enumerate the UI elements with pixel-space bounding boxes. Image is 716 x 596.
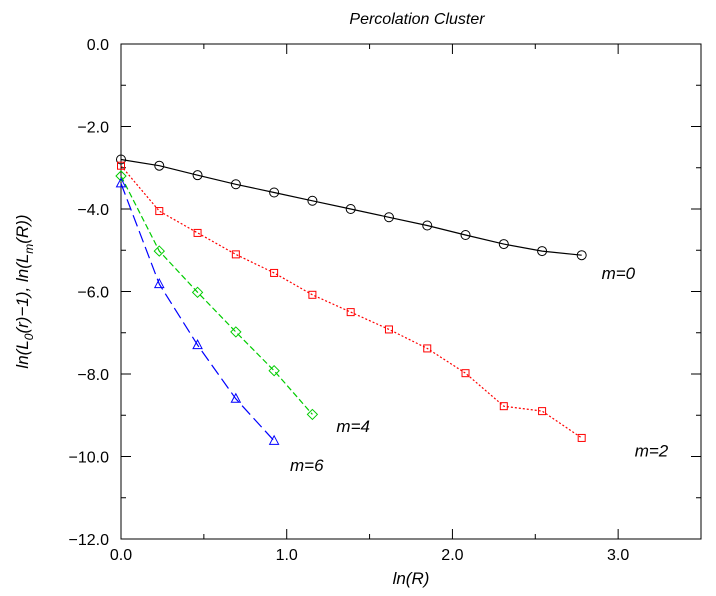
series-label: m=4 (336, 417, 370, 436)
data-point (117, 161, 125, 170)
data-point (230, 326, 242, 338)
x-tick-label: 3.0 (607, 547, 629, 564)
series-label: m=6 (290, 456, 324, 475)
series-line (120, 175, 313, 415)
data-point (270, 268, 279, 277)
series-m-6: m=6 (115, 177, 324, 475)
data-point (155, 207, 164, 216)
series-m-2: m=2 (117, 161, 669, 461)
y-axis-title: ln(L0(r)−1), ln(Lm(R)) (13, 214, 36, 368)
y-tick-label: −6.0 (77, 285, 109, 302)
chart-title: Percolation Cluster (349, 11, 485, 28)
x-tick-label: 1.0 (276, 547, 298, 564)
data-point (153, 245, 165, 257)
data-point (537, 246, 548, 257)
series-m-4: m=4 (115, 170, 370, 436)
data-point (268, 434, 280, 445)
data-point (192, 170, 203, 181)
y-tick-label: −12.0 (69, 532, 110, 549)
data-point (193, 228, 202, 237)
data-point (345, 204, 356, 214)
series-line (120, 165, 583, 439)
data-point (422, 220, 433, 231)
data-point (154, 160, 165, 171)
x-tick-label: 0.0 (110, 547, 132, 564)
series-line (120, 158, 582, 256)
x-tick-label: 2.0 (441, 547, 463, 564)
y-tick-label: −2.0 (77, 120, 109, 137)
data-point (538, 407, 547, 416)
data-point (230, 179, 241, 190)
series-label: m=0 (602, 264, 636, 283)
data-point (576, 250, 587, 261)
data-point (306, 408, 319, 421)
data-point (423, 344, 432, 353)
data-point (307, 195, 318, 206)
data-point (577, 433, 586, 442)
data-point (115, 177, 127, 188)
data-point (231, 250, 240, 259)
data-point (116, 154, 126, 165)
data-point (499, 402, 508, 411)
data-point (192, 339, 203, 350)
data-point (384, 325, 393, 334)
data-point (268, 364, 280, 377)
y-tick-label: −10.0 (69, 450, 110, 467)
data-point (269, 187, 280, 198)
data-point (383, 212, 394, 223)
series-m-0: m=0 (116, 154, 636, 283)
data-point (230, 392, 242, 403)
y-tick-label: −4.0 (77, 202, 109, 219)
y-tick-label: 0.0 (87, 37, 109, 54)
data-point (460, 229, 471, 240)
plot-frame (120, 43, 702, 540)
y-tick-label: −8.0 (77, 367, 109, 384)
data-point (115, 170, 127, 182)
data-point (153, 278, 165, 289)
axis-ticks: 0.0 1.0 2.0 3.0 0.0 −2.0 −4.0 −6.0 −8.0 −10.0 −12.… (69, 37, 702, 564)
series-label: m=2 (635, 442, 669, 461)
data-point (308, 290, 317, 299)
data-point (346, 308, 355, 317)
x-axis-title: ln(R) (393, 569, 430, 588)
data-point (191, 286, 204, 299)
data-point (461, 369, 470, 378)
series-layer: m=0 m=2 m=4 m=6 (115, 154, 669, 475)
series-line (120, 183, 275, 442)
data-point (498, 239, 509, 250)
